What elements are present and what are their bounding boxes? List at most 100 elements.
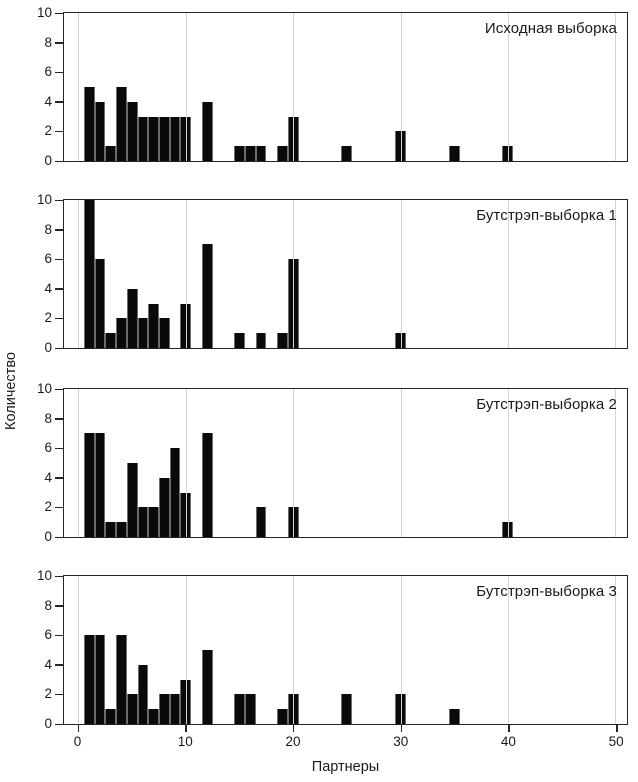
x-tick xyxy=(77,725,80,732)
gridline xyxy=(507,389,509,537)
histogram-bar xyxy=(94,433,106,537)
x-tick xyxy=(185,725,187,732)
y-tick xyxy=(55,288,63,290)
gridline xyxy=(293,13,295,161)
gridline xyxy=(78,13,80,161)
histogram-bar xyxy=(116,522,127,537)
y-tick-label: 6 xyxy=(44,440,52,456)
panel-title: Бутстрэп-выборка 3 xyxy=(476,583,617,600)
y-tick-label: 0 xyxy=(44,716,52,731)
gridline xyxy=(293,576,295,724)
gridline xyxy=(507,13,509,161)
y-tick xyxy=(55,418,63,420)
panel-title: Бутстрэп-выборка 2 xyxy=(476,396,617,413)
y-tick xyxy=(55,447,63,450)
histogram-bar xyxy=(255,333,267,348)
y-tick-label: 2 xyxy=(44,123,52,139)
y-tick xyxy=(55,477,63,479)
gridline xyxy=(78,200,80,348)
y-tick-label: 8 xyxy=(44,221,52,237)
histogram-bar xyxy=(180,303,192,348)
histogram-bar xyxy=(116,635,127,724)
y-tick xyxy=(55,258,63,261)
histogram-bar xyxy=(137,318,149,348)
histogram-bar xyxy=(158,694,170,724)
x-tick-label: 0 xyxy=(73,734,82,749)
y-tick-label: 6 xyxy=(44,64,52,80)
histogram-bar xyxy=(341,146,353,161)
histogram-bar xyxy=(448,709,460,724)
y-tick xyxy=(55,536,63,538)
histogram-bar xyxy=(83,200,95,348)
histogram-bar xyxy=(83,87,95,161)
histogram-bar xyxy=(201,101,213,161)
y-tick xyxy=(55,388,63,390)
x-tick-label: 10 xyxy=(177,734,193,749)
y-tick xyxy=(55,317,63,320)
y-tick xyxy=(55,347,63,349)
x-tick-label: 50 xyxy=(608,734,624,749)
histogram-bar xyxy=(126,101,138,161)
gridline xyxy=(293,389,295,537)
y-tick-label: 10 xyxy=(36,381,52,396)
gridline xyxy=(615,13,617,161)
x-tick xyxy=(292,725,295,732)
histogram-bar xyxy=(448,146,460,161)
gridline xyxy=(400,200,402,348)
x-tick xyxy=(616,725,618,732)
gridline xyxy=(185,576,187,724)
x-tick-label: 30 xyxy=(393,734,409,749)
y-tick xyxy=(55,199,63,201)
y-tick-label: 4 xyxy=(44,656,52,672)
y-tick-label: 10 xyxy=(36,568,52,583)
y-tick-label: 8 xyxy=(44,410,52,426)
histogram-bar xyxy=(255,146,267,161)
histogram-bar xyxy=(244,694,256,724)
y-tick-label: 0 xyxy=(44,340,52,355)
histogram-bar xyxy=(180,116,192,161)
gridline xyxy=(615,389,617,537)
histogram-bar xyxy=(201,244,213,348)
histogram-bar xyxy=(137,507,149,537)
histogram-bar xyxy=(277,333,288,348)
y-tick xyxy=(55,605,63,607)
histogram-bar xyxy=(158,477,170,537)
y-tick-label: 0 xyxy=(44,529,52,544)
histogram-bar xyxy=(126,288,138,348)
gridline xyxy=(400,389,402,537)
y-tick-label: 6 xyxy=(44,627,52,643)
y-tick-label: 8 xyxy=(44,597,52,613)
histogram-bar xyxy=(83,433,95,537)
histogram-bar xyxy=(234,694,245,724)
histogram-bar xyxy=(234,146,245,161)
gridline xyxy=(400,13,402,161)
histogram-bar xyxy=(180,492,192,537)
panel-title: Бутстрэп-выборка 1 xyxy=(476,207,617,224)
gridline xyxy=(185,13,187,161)
gridline xyxy=(615,576,617,724)
histogram-bar xyxy=(255,507,267,537)
y-tick-label: 10 xyxy=(36,5,52,20)
x-axis-title: Партнеры xyxy=(311,759,380,775)
gridline xyxy=(507,200,509,348)
histogram-bar xyxy=(137,664,149,724)
histogram-bar xyxy=(201,433,213,537)
plot-area xyxy=(64,13,627,161)
y-tick xyxy=(55,130,63,133)
y-tick xyxy=(55,12,63,14)
gridline xyxy=(293,200,295,348)
y-tick xyxy=(55,575,63,577)
histogram-bar xyxy=(148,303,159,348)
x-tick-label: 40 xyxy=(500,734,516,749)
y-tick-label: 2 xyxy=(44,686,52,702)
y-tick-label: 6 xyxy=(44,251,52,267)
plot-area xyxy=(64,576,627,724)
gridline xyxy=(78,576,80,724)
gridline xyxy=(507,576,509,724)
x-axis: 0 10 20 30 40 50 xyxy=(63,725,628,755)
histogram-bar xyxy=(105,333,117,348)
histogram-bar xyxy=(169,116,181,161)
histogram-bar xyxy=(126,463,138,537)
y-tick xyxy=(55,229,63,231)
